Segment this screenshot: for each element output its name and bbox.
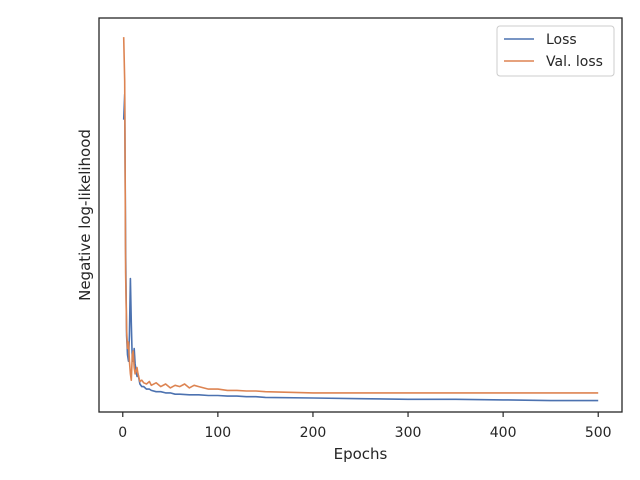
legend-label-loss: Loss [546,32,577,48]
series-line-loss [122,93,599,402]
x-tick-label: 200 [300,425,327,441]
x-tick-label: 0 [118,425,127,441]
x-tick-label: 400 [490,425,517,441]
series-layer [122,37,599,402]
series-line-val-loss [122,37,599,394]
legend-label-val-loss: Val. loss [546,54,603,70]
y-axis-title: Negative log-likelihood [76,129,94,301]
x-ticks: 0 100 200 300 400 500 [118,412,612,441]
x-tick-label: 500 [585,425,612,441]
plot-area [98,17,623,413]
x-tick-label: 300 [395,425,422,441]
x-axis-title: Epochs [334,445,388,463]
legend: Loss Val. loss [496,25,615,77]
x-tick-label: 100 [204,425,231,441]
